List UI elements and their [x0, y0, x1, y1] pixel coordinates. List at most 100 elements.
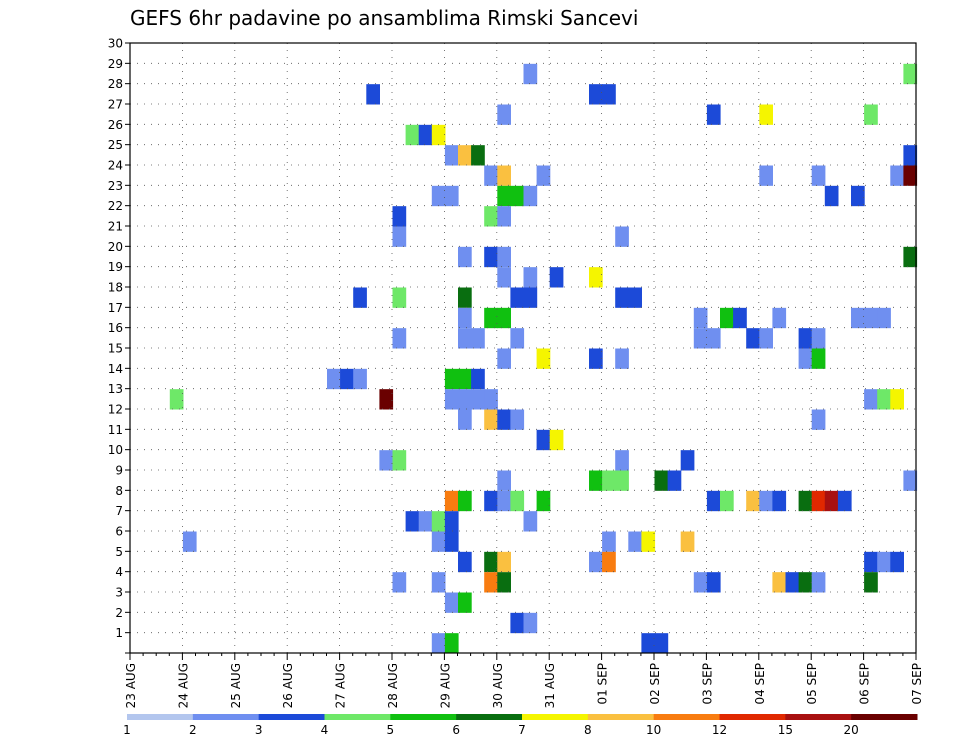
heatmap-cell [497, 572, 511, 593]
heatmap-cell [523, 185, 538, 207]
heatmap-cell [444, 185, 459, 207]
heatmap-cell [497, 185, 511, 207]
heatmap-cell [615, 287, 629, 308]
heatmap-cell [549, 267, 564, 288]
y-tick-label: 4 [115, 565, 123, 579]
heatmap-cell [510, 409, 525, 430]
colorbar-label: 3 [255, 723, 263, 737]
grid-lines [130, 43, 916, 653]
heatmap-cell [510, 612, 525, 634]
y-tick-label: 7 [115, 504, 123, 518]
y-tick-label: 21 [108, 220, 123, 234]
heatmap-cell [405, 124, 420, 146]
heatmap-cell [864, 551, 878, 573]
y-tick-label: 28 [108, 77, 123, 91]
heatmap-cell [523, 63, 538, 85]
x-tick-label: 04 SEP [753, 663, 767, 705]
heatmap-cell [641, 531, 656, 552]
heatmap-cell [484, 246, 498, 268]
colorbar-label: 20 [844, 723, 859, 737]
x-tick-label: 28 AUG [386, 663, 400, 708]
heatmap-cell [484, 572, 498, 593]
heatmap-cell [444, 490, 459, 512]
colorbar-swatch [587, 714, 655, 720]
x-tick-label: 25 AUG [229, 663, 243, 708]
y-tick-label: 6 [115, 525, 123, 539]
heatmap-cell [392, 450, 407, 471]
heatmap-cell [680, 450, 695, 471]
heatmap-cell [589, 84, 603, 105]
heatmap-cell [169, 389, 184, 410]
heatmap-cell [471, 328, 485, 349]
colorbar-label: 7 [518, 723, 526, 737]
heatmap-cell [772, 307, 787, 329]
heatmap-cell [903, 165, 918, 186]
heatmap-cell [851, 185, 865, 207]
colorbar-swatch [719, 714, 786, 720]
heatmap-cell [458, 389, 472, 410]
x-tick-label: 07 SEP [910, 663, 924, 705]
heatmap-cell [418, 511, 433, 532]
heatmap-cell [444, 592, 459, 613]
heatmap-cell [903, 63, 918, 85]
heatmap-cell [890, 165, 904, 186]
heatmap-cell [510, 287, 525, 308]
heatmap-cell [693, 328, 708, 349]
heatmap-cell [602, 531, 616, 552]
heatmap-cell [798, 328, 813, 349]
x-tick-label: 05 SEP [805, 663, 819, 705]
y-tick-label: 15 [108, 342, 123, 356]
colorbar-label: 10 [646, 723, 661, 737]
heatmap-cell [772, 490, 787, 512]
heatmap-cell [864, 572, 878, 593]
heatmap-cell [405, 511, 420, 532]
heatmap-cell [549, 429, 564, 451]
y-tick-label: 25 [108, 138, 123, 152]
heatmap-cell [366, 84, 380, 105]
heatmap-cell [327, 368, 341, 390]
heatmap-cell [628, 287, 642, 308]
x-tick-label: 03 SEP [700, 663, 714, 705]
heatmap-cell [877, 551, 891, 573]
heatmap-cell [759, 165, 773, 186]
heatmap-cell [444, 368, 459, 390]
heatmap-cell [720, 307, 734, 329]
heatmap-cell [353, 368, 367, 390]
colorbar-label: 15 [778, 723, 793, 737]
heatmap-cell [602, 84, 616, 105]
y-tick-label: 29 [108, 57, 123, 71]
heatmap-cell [536, 165, 551, 186]
x-tick-label: 24 AUG [176, 663, 190, 708]
x-tick-label: 26 AUG [281, 663, 295, 708]
heatmap-cell [431, 633, 446, 654]
heatmap-cell [837, 490, 852, 512]
heatmap-cell [497, 246, 511, 268]
heatmap-cell [877, 307, 891, 329]
heatmap-cell [798, 348, 813, 369]
heatmap-cell [772, 572, 787, 593]
heatmap-cell [877, 389, 891, 410]
heatmap-cell [484, 206, 498, 227]
colorbar-swatch [456, 714, 523, 720]
heatmap-cell [654, 470, 669, 491]
colorbar-swatch [522, 714, 589, 720]
x-tick-label: 29 AUG [438, 663, 452, 708]
heatmap-cell [444, 389, 459, 410]
heatmap-cell [444, 531, 459, 552]
colorbar-swatch [785, 714, 852, 720]
colorbar-swatch [851, 714, 918, 720]
heatmap-cell [864, 389, 878, 410]
heatmap-cell [733, 307, 747, 329]
heatmap-cell [484, 490, 498, 512]
heatmap-cell [615, 226, 629, 247]
colorbar-label: 1 [123, 723, 131, 737]
heatmap-cell [484, 307, 498, 329]
heatmap-cell [379, 389, 394, 410]
y-axis: 1234567891011121314151617181920212223242… [108, 37, 130, 654]
heatmap-cell [458, 287, 472, 308]
heatmap-cell [798, 490, 813, 512]
heatmap-cell [523, 511, 538, 532]
heatmap-cell [431, 124, 446, 146]
heatmap-cell [444, 511, 459, 532]
heatmap-cell [811, 328, 826, 349]
